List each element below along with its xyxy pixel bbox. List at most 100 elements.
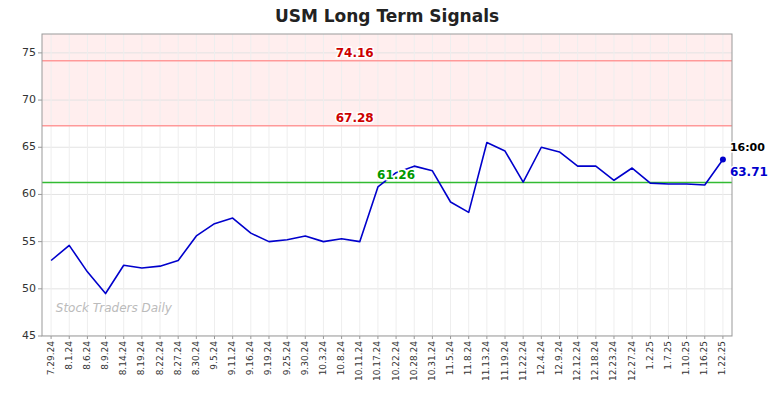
- y-tick-label: 60: [22, 187, 36, 200]
- reference-line: [42, 125, 732, 127]
- grid-line-x: [51, 34, 52, 336]
- x-tick: [722, 336, 723, 339]
- x-tick-label: 8.22.24: [155, 341, 165, 376]
- x-tick: [432, 336, 433, 339]
- x-tick: [377, 336, 378, 339]
- x-tick: [396, 336, 397, 339]
- x-tick-label: 10.8.24: [336, 341, 346, 376]
- reference-label: 61.26: [377, 168, 415, 182]
- x-tick: [450, 336, 451, 339]
- y-tick-label: 70: [22, 93, 36, 106]
- x-tick-label: 8.19.24: [136, 341, 146, 376]
- grid-line-x: [305, 34, 306, 336]
- y-tick-label: 75: [22, 46, 36, 59]
- grid-line-x: [160, 34, 161, 336]
- reference-line: [42, 60, 732, 62]
- y-tick: [38, 194, 42, 195]
- x-tick-label: 9.19.24: [263, 341, 273, 376]
- x-tick: [704, 336, 705, 339]
- x-tick-label: 11.5.24: [445, 341, 455, 376]
- y-tick: [38, 100, 42, 101]
- y-tick-label: 50: [22, 282, 36, 295]
- price-line: [51, 143, 723, 294]
- x-tick-label: 1.2.25: [645, 341, 655, 370]
- grid-line-x: [123, 34, 124, 336]
- annotation: 16:00: [730, 141, 765, 154]
- x-tick-label: 12.12.24: [572, 341, 582, 381]
- last-point: [720, 156, 726, 162]
- grid-line-x: [523, 34, 524, 336]
- shade-band: [42, 34, 732, 126]
- grid-line-x: [232, 34, 233, 336]
- x-tick: [559, 336, 560, 339]
- x-tick-label: 12.18.24: [590, 341, 600, 381]
- x-tick: [250, 336, 251, 339]
- reference-label: 67.28: [336, 111, 374, 125]
- grid-line-x: [250, 34, 251, 336]
- x-tick-label: 10.17.24: [372, 341, 382, 381]
- x-tick: [486, 336, 487, 339]
- y-axis: 45505560657075: [22, 46, 42, 342]
- x-tick-label: 11.13.24: [481, 341, 491, 381]
- chart: 455055606570757.29.248.1.248.6.248.9.248…: [0, 0, 784, 398]
- x-tick: [414, 336, 415, 339]
- grid-line-x: [196, 34, 197, 336]
- y-tick-label: 65: [22, 140, 36, 153]
- x-tick-label: 7.29.24: [46, 341, 56, 376]
- x-tick: [305, 336, 306, 339]
- grid-line-x: [323, 34, 324, 336]
- x-tick: [650, 336, 651, 339]
- grid-line-x: [722, 34, 723, 336]
- grid-line-x: [214, 34, 215, 336]
- x-tick-label: 1.22.25: [717, 341, 727, 375]
- grid-line-x: [486, 34, 487, 336]
- grid-line-x: [468, 34, 469, 336]
- x-tick-label: 12.4.24: [536, 341, 546, 376]
- x-tick: [232, 336, 233, 339]
- grid-line-x: [613, 34, 614, 336]
- x-tick: [287, 336, 288, 339]
- y-tick-label: 45: [22, 329, 36, 342]
- x-tick-label: 8.6.24: [82, 341, 92, 370]
- x-tick-label: 11.19.24: [500, 341, 510, 381]
- grid-line-x: [414, 34, 415, 336]
- grid-line-x: [87, 34, 88, 336]
- plot-background: [42, 34, 732, 336]
- x-tick: [141, 336, 142, 339]
- x-tick: [123, 336, 124, 339]
- y-tick: [38, 288, 42, 289]
- grid-line-y: [42, 194, 732, 195]
- x-tick: [541, 336, 542, 339]
- reference-label: 74.16: [336, 46, 374, 60]
- x-tick-label: 1.7.25: [663, 341, 673, 370]
- x-tick-label: 9.11.24: [227, 341, 237, 376]
- grid-line-x: [178, 34, 179, 336]
- y-tick: [38, 52, 42, 53]
- x-tick: [632, 336, 633, 339]
- x-tick-label: 8.30.24: [191, 341, 201, 376]
- grid-line-x: [432, 34, 433, 336]
- grid-line-x: [577, 34, 578, 336]
- x-tick: [668, 336, 669, 339]
- x-tick-label: 8.1.24: [64, 341, 74, 370]
- x-tick-label: 10.31.24: [427, 341, 437, 381]
- x-tick-label: 10.3.24: [318, 341, 328, 376]
- grid-line-x: [396, 34, 397, 336]
- grid-line-y: [42, 52, 732, 53]
- grid-line-x: [559, 34, 560, 336]
- grid-line-x: [141, 34, 142, 336]
- title: USM Long Term Signals: [275, 6, 499, 26]
- x-tick-label: 10.22.24: [391, 341, 401, 381]
- x-tick: [178, 336, 179, 339]
- grid-line-x: [505, 34, 506, 336]
- x-tick: [87, 336, 88, 339]
- x-tick: [595, 336, 596, 339]
- grid-line-x: [377, 34, 378, 336]
- grid-line-x: [632, 34, 633, 336]
- x-tick-label: 10.28.24: [409, 341, 419, 381]
- x-tick-label: 10.11.24: [354, 341, 364, 381]
- x-tick-label: 9.5.24: [209, 341, 219, 370]
- grid-line-x: [450, 34, 451, 336]
- grid-line-x: [287, 34, 288, 336]
- x-tick-label: 12.9.24: [554, 341, 564, 376]
